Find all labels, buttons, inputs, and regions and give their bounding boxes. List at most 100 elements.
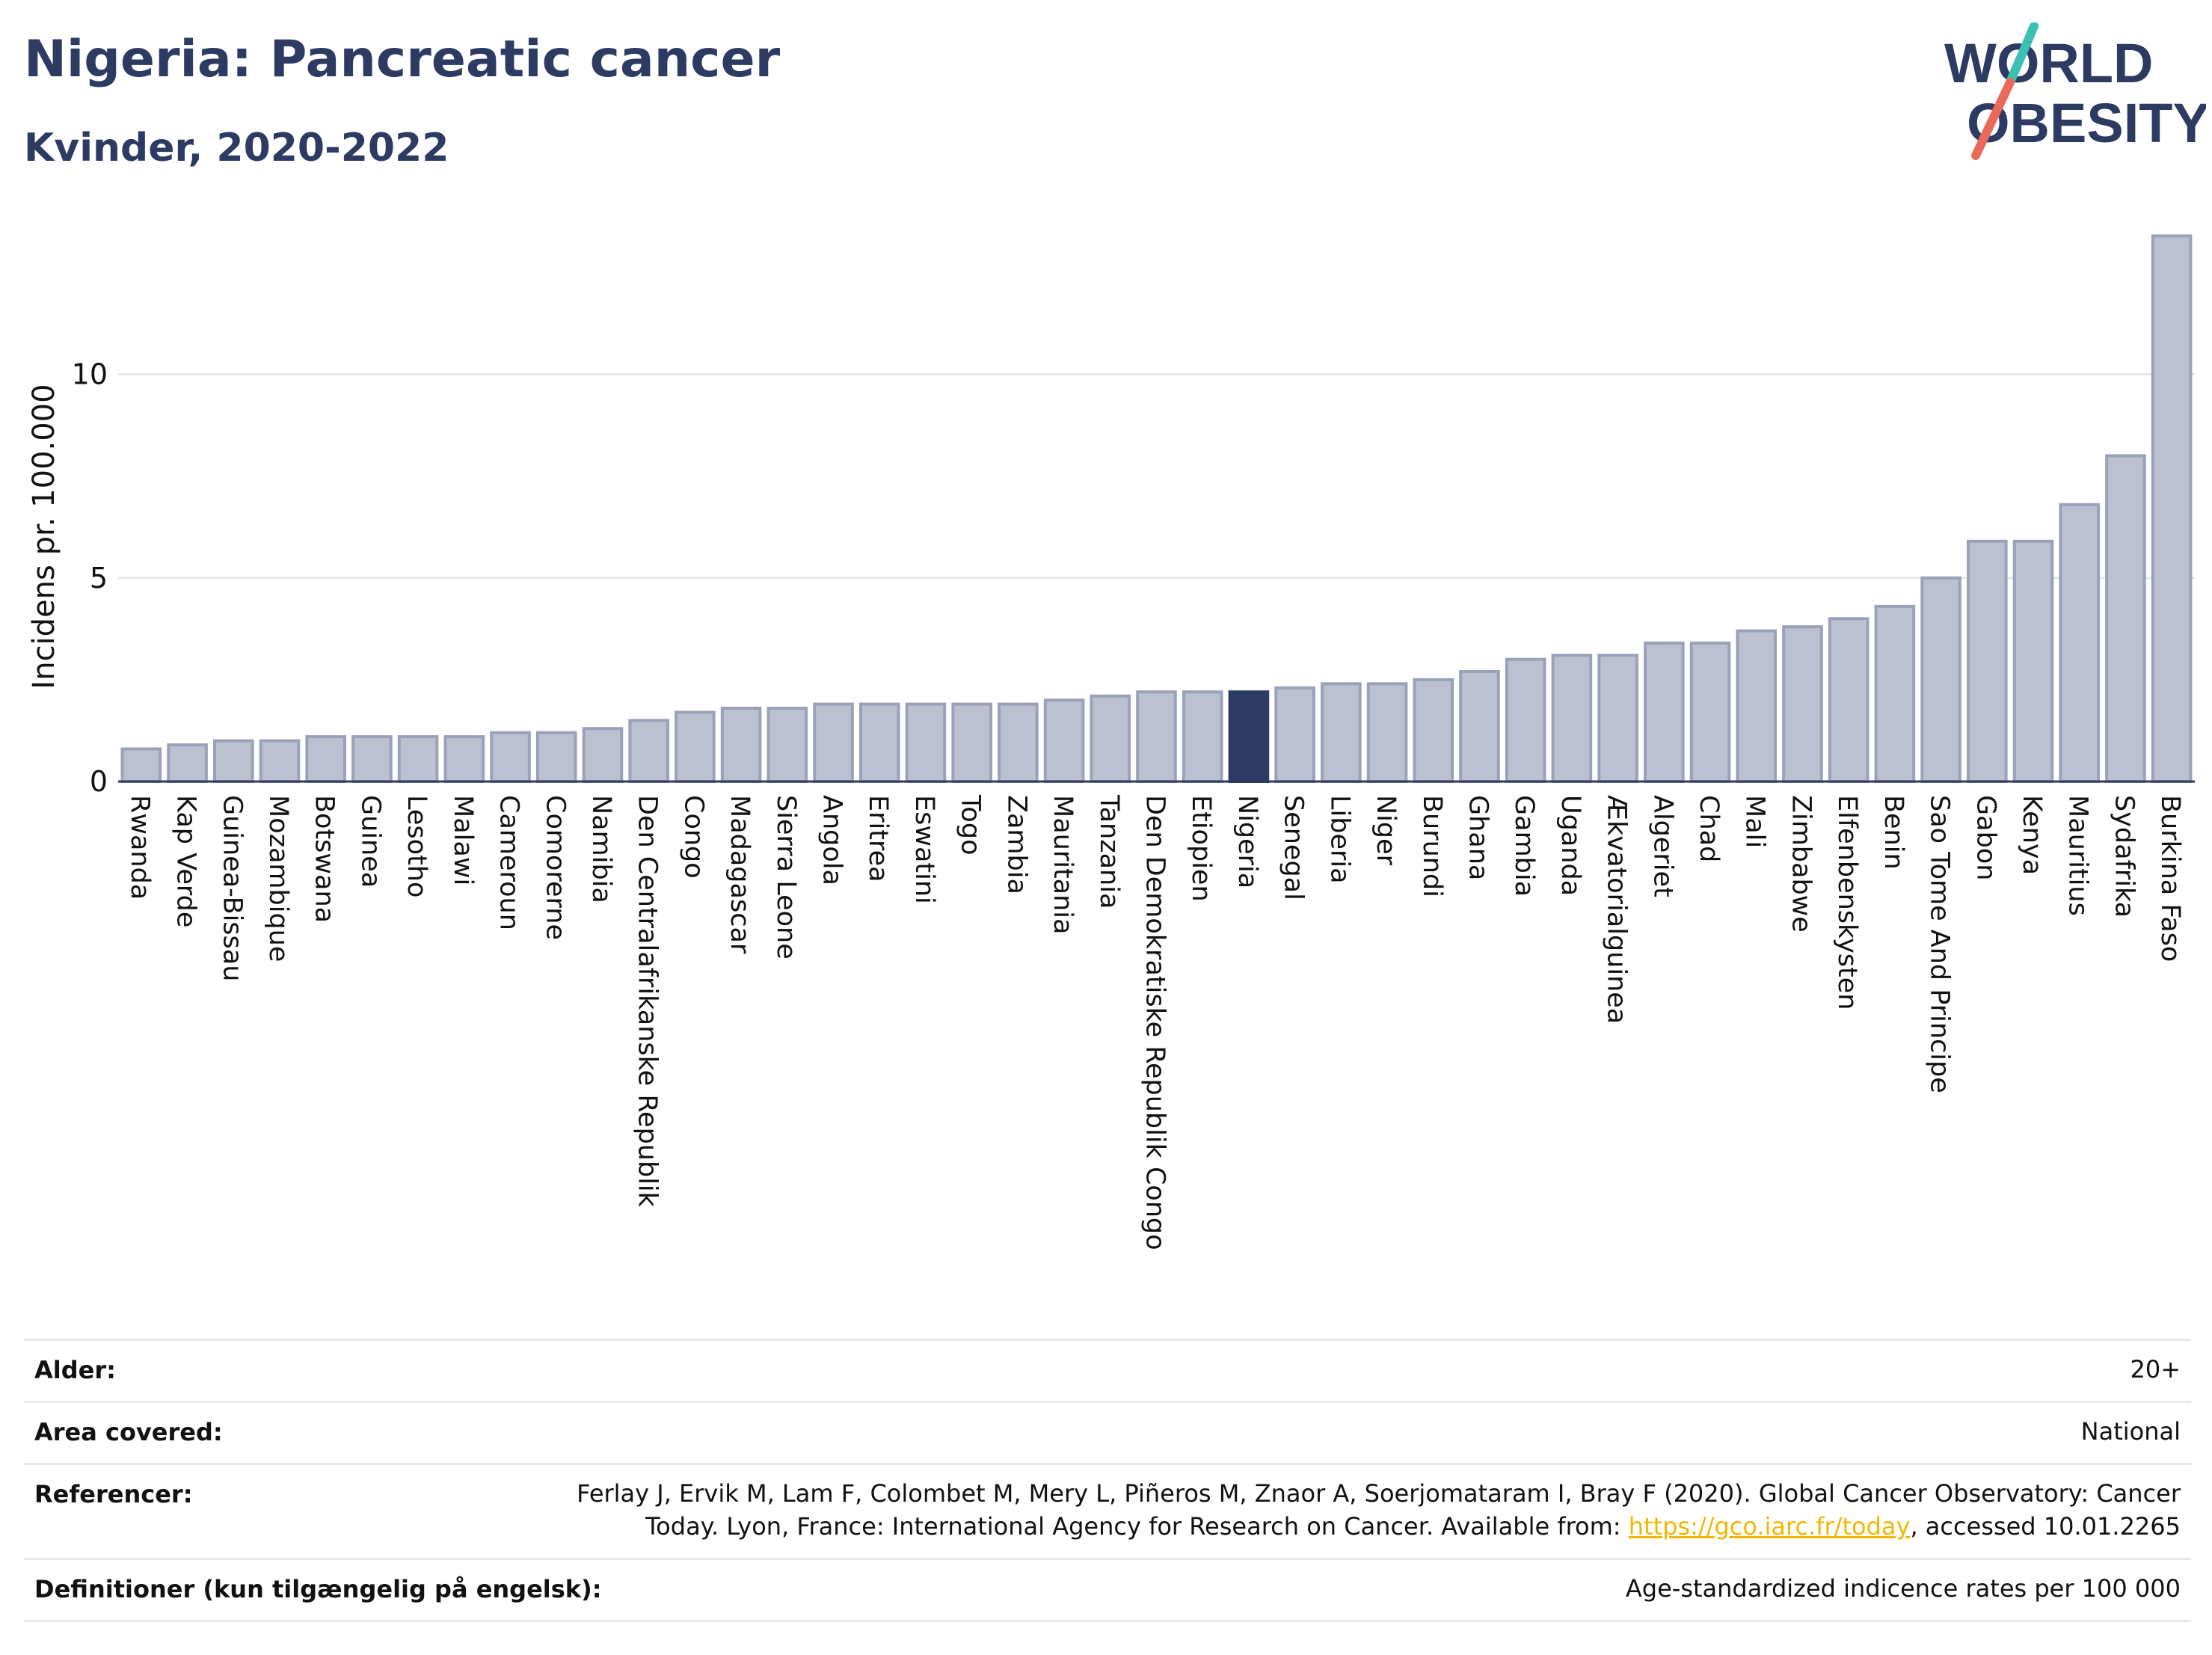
bars — [120, 234, 2193, 784]
y-tick-label: 10 — [72, 358, 108, 391]
age-value: 20+ — [2130, 1355, 2181, 1384]
bar[interactable] — [1366, 682, 1408, 783]
x-axis-labels: Rwanda Kap Verde Guinea-Bissau Mozambique Bo… — [125, 794, 2185, 1250]
references-label: Referencer: — [34, 1480, 193, 1508]
bar[interactable] — [1505, 657, 1546, 784]
bar[interactable] — [1136, 690, 1177, 784]
bar[interactable] — [1413, 678, 1454, 784]
reference-line1: Ferlay J, Ervik M, Lam F, Colombet M, Me… — [577, 1479, 2181, 1508]
bar[interactable] — [490, 731, 531, 784]
x-tick-label: Guinea-Bissau — [217, 795, 247, 981]
bar[interactable] — [167, 743, 208, 783]
x-tick-label: Elfenbenskysten — [1832, 795, 1862, 1010]
x-tick-label: Ghana — [1463, 795, 1493, 880]
bar[interactable] — [1689, 641, 1731, 784]
bar[interactable] — [1644, 641, 1685, 784]
bar[interactable] — [1920, 576, 1961, 783]
x-tick-label: Niger — [1371, 795, 1401, 866]
bar[interactable] — [535, 731, 577, 784]
bar[interactable] — [2059, 503, 2101, 783]
bar[interactable] — [2151, 234, 2193, 783]
bar[interactable] — [259, 739, 301, 783]
x-tick-label: Eswatini — [909, 795, 939, 904]
bar[interactable] — [628, 719, 669, 783]
x-tick-label: Etiopien — [1186, 795, 1216, 902]
x-tick-label: Rwanda — [125, 795, 155, 900]
x-tick-label: Senegal — [1279, 795, 1309, 900]
bar[interactable] — [1043, 698, 1085, 783]
bar[interactable] — [212, 739, 254, 783]
bar[interactable] — [1274, 686, 1315, 783]
x-tick-label: Algeriet — [1647, 795, 1677, 897]
bar[interactable] — [766, 707, 808, 783]
bar[interactable] — [305, 735, 347, 783]
logo-line1: WORLD — [1944, 32, 2154, 94]
x-tick-label: Mali — [1740, 795, 1770, 848]
x-tick-label: Angola — [817, 795, 847, 885]
bar[interactable] — [1966, 539, 2008, 783]
bar[interactable] — [1736, 629, 1778, 783]
logo-slash-coral — [1971, 78, 2015, 160]
bar[interactable] — [1182, 690, 1223, 784]
area-value: National — [2080, 1417, 2181, 1446]
x-tick-label: Congo — [678, 795, 708, 879]
bar[interactable] — [2105, 454, 2146, 783]
x-tick-label: Togo — [956, 794, 986, 855]
bar[interactable] — [1090, 694, 1131, 784]
logo-slash-teal — [2006, 22, 2039, 87]
reference-line2-suffix: , accessed 10.01.2265 — [1910, 1512, 2181, 1541]
x-tick-label: Tanzania — [1094, 794, 1124, 909]
x-tick-label: Zimbabwe — [1786, 795, 1816, 933]
x-tick-label: Comorerne — [540, 795, 570, 940]
y-axis-ticks: 0 5 10 — [72, 358, 108, 798]
bar[interactable] — [1321, 682, 1362, 783]
bar[interactable] — [1828, 617, 1870, 783]
x-tick-label: Eritrea — [863, 795, 893, 882]
x-tick-label: Gambia — [1509, 795, 1539, 897]
x-tick-label: Liberia — [1324, 795, 1354, 884]
x-tick-label: Burundi — [1417, 795, 1447, 897]
bar[interactable] — [813, 702, 854, 783]
bar[interactable] — [443, 735, 485, 783]
x-tick-label: Mozambique — [263, 795, 293, 962]
x-tick-label: Namibia — [586, 795, 616, 903]
bar[interactable] — [998, 702, 1039, 783]
bar[interactable] — [582, 727, 624, 784]
reference-link[interactable]: https://gco.iarc.fr/today — [1628, 1512, 1911, 1541]
x-tick-label: Sydafrika — [2109, 795, 2139, 918]
y-tick-label: 0 — [90, 765, 108, 798]
x-tick-label: Cameroun — [494, 795, 524, 930]
chart-subtitle: Kvinder, 2020-2022 — [24, 126, 449, 171]
chart-title: Nigeria: Pancreatic cancer — [24, 30, 781, 89]
x-tick-label: Uganda — [1555, 795, 1585, 896]
x-tick-label: Madagascar — [725, 795, 755, 954]
x-tick-label: Den Centralafrikanske Republik — [633, 795, 663, 1208]
bar[interactable] — [120, 747, 162, 784]
x-tick-label: Sierra Leone — [771, 795, 801, 959]
x-tick-label: Mauritania — [1048, 795, 1078, 934]
bar[interactable] — [858, 702, 900, 783]
y-axis-label: Incidens pr. 100.000 — [27, 384, 61, 689]
bar[interactable] — [905, 702, 947, 783]
bar[interactable] — [1597, 654, 1638, 783]
area-label: Area covered: — [34, 1418, 223, 1446]
bar[interactable] — [351, 735, 393, 783]
x-tick-label: Benin — [1878, 795, 1908, 870]
bar[interactable] — [2012, 539, 2054, 783]
bar[interactable] — [720, 707, 762, 783]
bar[interactable] — [1782, 625, 1823, 783]
grid-lines — [118, 373, 2195, 580]
x-tick-label: Nigeria — [1232, 795, 1262, 888]
bar[interactable] — [1551, 654, 1593, 783]
bar[interactable] — [675, 710, 716, 784]
bar[interactable] — [397, 735, 439, 783]
meta-row-definitions: Definitioner (kun tilgængelig på engelsk… — [24, 1558, 2191, 1622]
bar[interactable] — [1459, 670, 1500, 783]
bar[interactable] — [951, 702, 992, 783]
logo-line2: OBESITY — [1967, 92, 2206, 154]
x-tick-label: Kap Verde — [171, 795, 201, 927]
bar[interactable] — [1228, 690, 1270, 784]
bar[interactable] — [1874, 604, 1916, 784]
references-value: Ferlay J, Ervik M, Lam F, Colombet M, Me… — [577, 1477, 2181, 1543]
definitions-label: Definitioner (kun tilgængelig på engelsk… — [34, 1575, 602, 1603]
